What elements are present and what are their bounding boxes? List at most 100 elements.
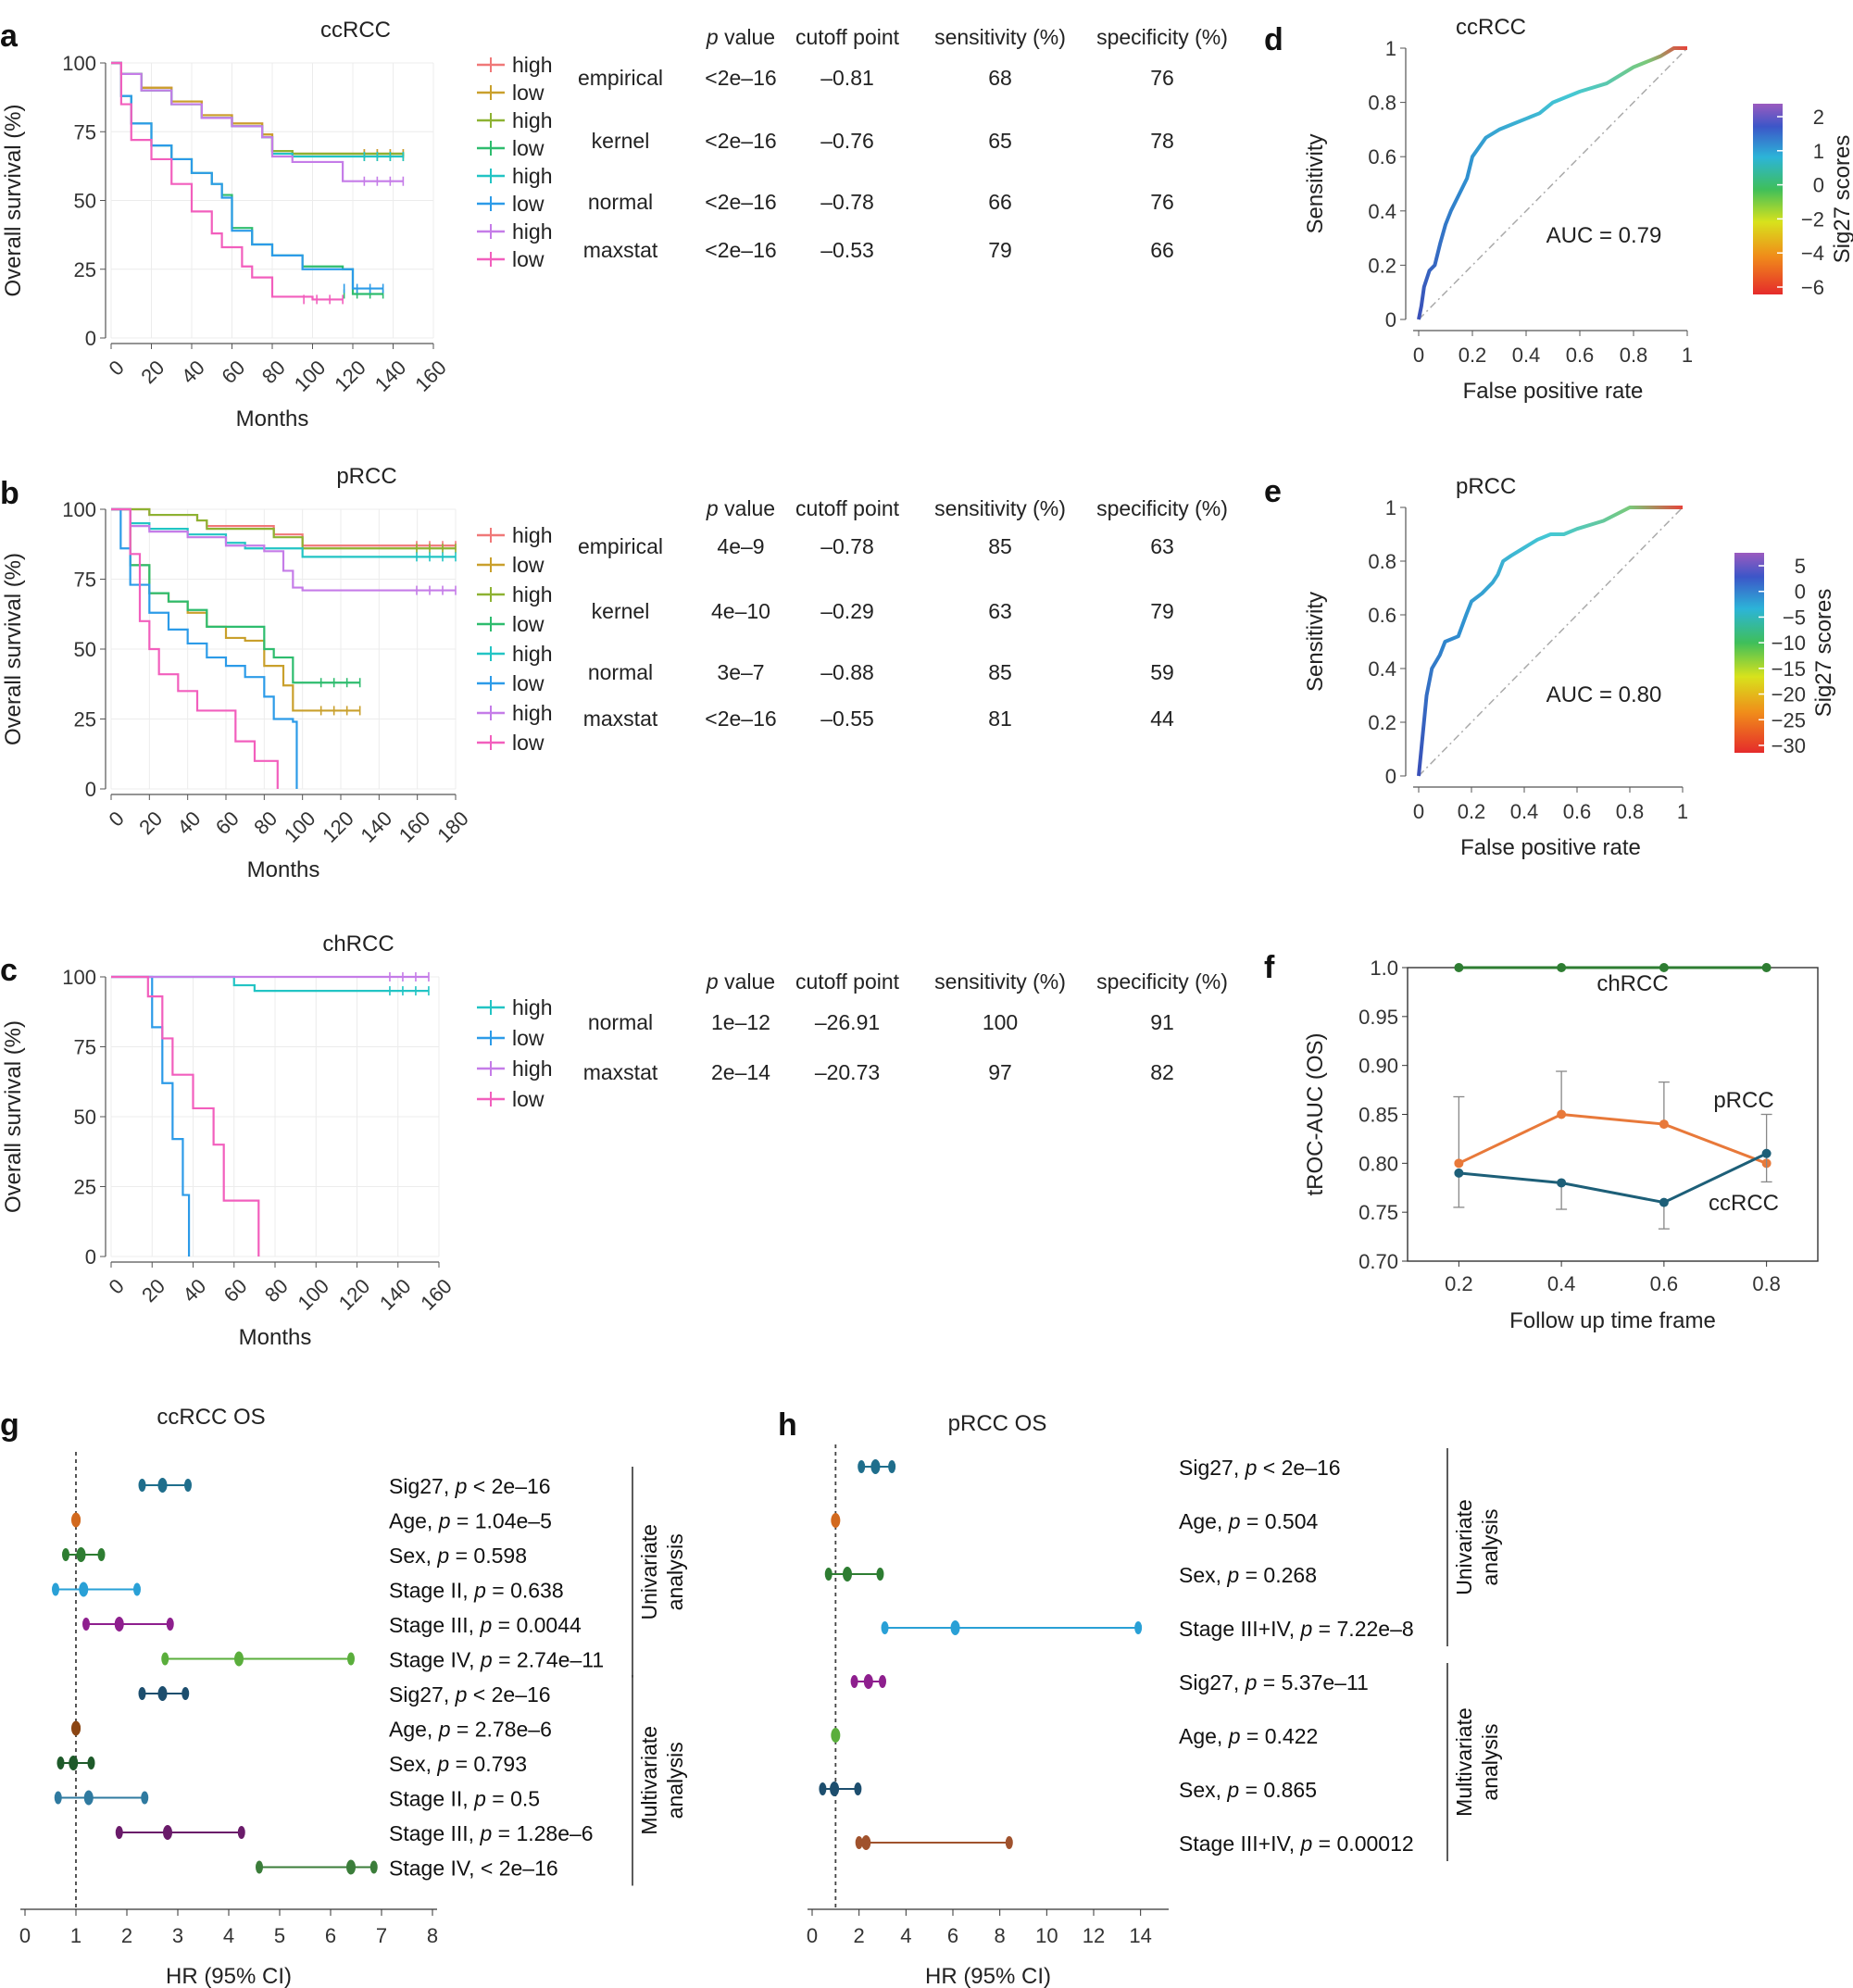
chart-title: pRCC (1456, 474, 1516, 499)
y-tick-label: 0 (1385, 765, 1396, 788)
table-header: cutoff point (795, 25, 900, 49)
table-p-value: 4e–10 (711, 599, 770, 623)
x-tick-label: 120 (334, 1274, 375, 1315)
legend-label: low (512, 247, 545, 271)
x-tick-label: 4 (900, 1924, 911, 1947)
legend-label: low (512, 671, 545, 695)
hr-point (950, 1620, 960, 1635)
table-specificity: 76 (1150, 190, 1174, 214)
km-curve-low (111, 507, 360, 684)
table-cutoff: –0.81 (820, 66, 874, 90)
km-curve-low (111, 61, 344, 301)
series-line-pRCC (1458, 1112, 1768, 1165)
panel-label: f (1264, 950, 1275, 985)
ci-upper (87, 1757, 95, 1769)
y-tick-label: 50 (74, 638, 96, 661)
km-curve-low (111, 975, 260, 1257)
panel-f: f 0.2 0.4 0.6 0.8 0.70 0.75 0.80 0.85 0.90 0.95 1.0… (1264, 950, 1819, 1333)
y-tick-label: 0.85 (1358, 1104, 1398, 1127)
x-tick-label: 12 (1083, 1924, 1105, 1947)
series-point-chRCC (1761, 963, 1772, 972)
legend-label: high (512, 701, 552, 725)
y-tick-label: 0.4 (1368, 657, 1396, 681)
km-curve-high (111, 61, 404, 156)
x-tick-label: 20 (136, 356, 169, 388)
table-sensitivity: 68 (988, 66, 1012, 90)
y-tick-label: 0.2 (1368, 711, 1396, 734)
y-tick-label: 0.2 (1368, 254, 1396, 277)
table-cutoff: –0.78 (820, 534, 874, 558)
hr-point (870, 1459, 881, 1474)
x-tick-label: 0.6 (1650, 1272, 1679, 1295)
colorbar-tick-label: −20 (1772, 683, 1806, 706)
panel-label: c (0, 953, 18, 988)
colorbar-tick-label: 0 (1813, 174, 1824, 197)
table-sensitivity: 85 (988, 534, 1012, 558)
legend-label: high (512, 53, 552, 77)
group-label: Multivariateanalysis (1452, 1707, 1502, 1817)
y-axis-label: Overall survival (%) (1, 1020, 26, 1213)
ci-upper (141, 1791, 149, 1805)
x-tick-label: 140 (375, 1274, 416, 1315)
panel-label: h (778, 1407, 797, 1443)
hr-point (114, 1617, 124, 1632)
x-tick-label: 2 (121, 1924, 132, 1947)
row-label: Sex, p = 0.865 (1179, 1778, 1317, 1802)
colorbar-tick-label: 0 (1795, 581, 1806, 604)
legend-label: low (512, 731, 545, 755)
panel-h: h pRCC OS 0 2 4 6 8 10 12 14 HR (95% CI) Sig27, p <… (778, 1407, 1502, 1988)
colorbar-tick-label: −4 (1801, 242, 1824, 265)
panel-d: d 0 0.2 0.4 0.6 0.8 1 0 0.2 0.4 0.6 0.8 1 AUC = 0.79 c… (1264, 15, 1853, 404)
ci-upper (879, 1675, 886, 1688)
x-tick-label: 0 (19, 1924, 31, 1947)
x-tick-label: 0.2 (1458, 800, 1486, 823)
series-label-ccRCC: ccRCC (1709, 1191, 1779, 1216)
series-label-pRCC: pRCC (1713, 1088, 1773, 1113)
chart-title: pRCC (336, 464, 396, 489)
group-label: Univariateanalysis (637, 1524, 687, 1620)
series-point-chRCC (1454, 963, 1464, 972)
table-p-value: 3e–7 (717, 660, 764, 684)
hr-point (831, 1513, 841, 1528)
km-curve-low (111, 507, 279, 789)
ci-lower (54, 1791, 62, 1805)
x-axis-label: Months (247, 857, 320, 882)
x-tick-label: 160 (410, 356, 451, 396)
y-tick-label: 0.4 (1368, 200, 1396, 223)
y-tick-label: 100 (62, 52, 96, 75)
ci-lower (824, 1568, 833, 1581)
table-specificity: 79 (1150, 599, 1174, 623)
table-cutoff: –26.91 (815, 1010, 880, 1034)
y-tick-label: 0.6 (1368, 145, 1396, 169)
x-axis-label: False positive rate (1463, 379, 1644, 404)
km-curve-high (111, 975, 429, 993)
legend-label: high (512, 642, 552, 666)
row-label: Sig27, p = 5.37e–11 (1179, 1670, 1369, 1694)
table-specificity: 76 (1150, 66, 1174, 90)
table-cutoff: –20.73 (815, 1060, 880, 1084)
hr-point (83, 1790, 94, 1806)
ci-upper (184, 1479, 192, 1492)
x-axis-label: HR (95% CI) (166, 1964, 292, 1988)
x-tick-label: 0.2 (1445, 1272, 1473, 1295)
group-label: Multivariateanalysis (637, 1726, 687, 1835)
colorbar-tick-label: −5 (1783, 606, 1806, 629)
chart-title: ccRCC OS (157, 1405, 265, 1430)
row-label: Sig27, p < 2e–16 (389, 1474, 551, 1498)
x-tick-label: 1 (1677, 800, 1688, 823)
legend-label: high (512, 164, 552, 188)
x-tick-label: 0 (105, 806, 129, 831)
km-curve-low (111, 61, 383, 290)
hr-point (76, 1547, 86, 1562)
series-point-pRCC (1557, 1109, 1567, 1119)
table-sensitivity: 63 (988, 599, 1012, 623)
series-point-ccRCC (1557, 1178, 1567, 1188)
x-tick-label: 7 (376, 1924, 387, 1947)
series-point-pRCC (1454, 1158, 1464, 1169)
series-line-ccRCC (1459, 1152, 1768, 1205)
x-tick-label: 80 (260, 1274, 293, 1307)
row-label: Age, p = 2.78e–6 (389, 1718, 552, 1742)
x-axis-label: Months (239, 1325, 312, 1350)
row-label: Stage III, p = 0.0044 (389, 1613, 582, 1637)
table-p-value: 4e–9 (717, 534, 764, 558)
